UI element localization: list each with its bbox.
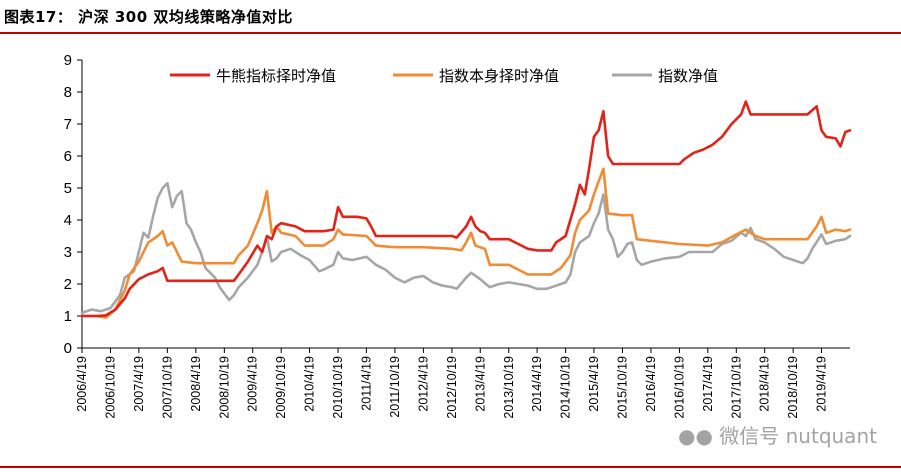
x-tick-label: 2011/4/19: [359, 356, 373, 411]
y-tick-label: 2: [64, 276, 72, 293]
legend-label-2: 指数本身择时净值: [439, 67, 559, 85]
x-tick-label: 2008/4/19: [189, 356, 203, 412]
x-tick-label: 2015/4/19: [587, 356, 601, 412]
x-tick-label: 2014/4/19: [530, 356, 544, 412]
x-tick-label: 2008/10/19: [217, 356, 231, 419]
y-tick-label: 0: [64, 340, 72, 357]
x-tick-label: 2012/4/19: [416, 356, 430, 412]
series-line-1: [80, 100, 852, 318]
x-tick-label: 2017/10/19: [729, 356, 743, 419]
x-tick-label: 2011/10/19: [388, 356, 402, 418]
x-tick-label: 2019/4/19: [814, 356, 828, 412]
chart-axes: 0 1 2 3 4 5 6 7 8 9 2006/4/19 2006/10/19 2007/4/19 20…: [64, 52, 850, 419]
x-tick-label: 2009/10/19: [274, 356, 288, 419]
x-tick-label: 2010/4/19: [303, 356, 317, 412]
x-tick-label: 2007/10/19: [160, 356, 174, 419]
y-tick-label: 1: [64, 308, 72, 325]
series-line-3: [80, 181, 852, 315]
watermark-text: 微信号 nutquant: [719, 424, 877, 448]
wechat-icon: ●●: [678, 424, 713, 448]
figure-title: 图表17： 沪深 300 双均线策略净值对比: [4, 8, 293, 26]
x-tick-label: 2007/4/19: [132, 356, 146, 412]
x-tick-label: 2009/4/19: [246, 356, 260, 412]
legend-label-3: 指数净值: [658, 67, 718, 85]
x-tick-label: 2017/4/19: [701, 356, 715, 412]
legend-label-1: 牛熊指标择时净值: [216, 67, 336, 85]
x-tick-label: 2015/10/19: [615, 356, 629, 419]
y-tick-label: 9: [64, 52, 72, 69]
x-tick-label: 2010/10/19: [331, 356, 345, 419]
x-tick-label: 2018/4/19: [758, 356, 772, 412]
x-tick-label: 2006/10/19: [104, 356, 118, 419]
y-tick-label: 8: [64, 84, 72, 101]
x-tick-label: 2016/4/19: [644, 356, 658, 412]
x-tick-label: 2012/10/19: [445, 356, 459, 419]
x-tick-label: 2018/10/19: [786, 356, 800, 419]
series-line-2: [80, 167, 852, 319]
watermark: ●● 微信号 nutquant: [678, 420, 877, 449]
footer-rule: [0, 466, 901, 468]
x-tick-label: 2006/4/19: [75, 356, 89, 412]
y-tick-label: 5: [64, 180, 72, 197]
x-tick-label: 2013/4/19: [473, 356, 487, 412]
header-rule: [0, 32, 901, 34]
figure-header: 图表17： 沪深 300 双均线策略净值对比: [0, 0, 901, 34]
y-tick-label: 7: [64, 116, 72, 133]
y-tick-label: 4: [64, 212, 72, 229]
x-tick-label: 2014/10/19: [559, 356, 573, 419]
chart-legend: 牛熊指标择时净值 指数本身择时净值 指数净值: [170, 67, 718, 85]
y-tick-label: 6: [64, 148, 72, 165]
x-tick-label: 2013/10/19: [502, 356, 516, 419]
y-tick-label: 3: [64, 244, 72, 261]
x-tick-label: 2016/10/19: [672, 356, 686, 419]
series-layer: [80, 100, 852, 319]
